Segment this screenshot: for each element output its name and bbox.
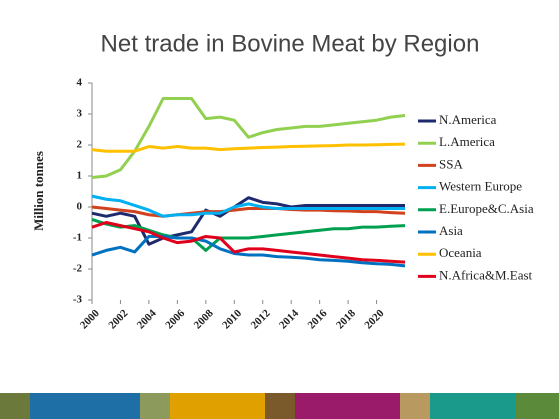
- series-line: [91, 217, 406, 252]
- x-tick-label: 2014: [277, 307, 301, 331]
- footer-block: [265, 393, 295, 419]
- series-line: [91, 196, 405, 246]
- x-tick-label: 2006: [163, 307, 187, 331]
- y-tick-label: 1: [77, 170, 83, 182]
- legend-label: SSA: [439, 156, 463, 171]
- x-tick-label: 2000: [78, 307, 102, 331]
- x-tick-label: 2012: [249, 307, 273, 331]
- chart-title: Net trade in Bovine Meat by Region: [101, 30, 480, 57]
- series-line: [91, 221, 406, 264]
- legend-label: Asia: [439, 223, 463, 238]
- y-tick-label: 4: [77, 77, 83, 89]
- series-line: [91, 234, 406, 268]
- footer-block: [295, 393, 400, 419]
- series-line: [91, 205, 406, 218]
- legend-label: N.Africa&M.East: [439, 267, 533, 282]
- x-tick-label: 2008: [192, 307, 216, 331]
- y-tick-label: 0: [77, 201, 83, 213]
- footer-block: [140, 393, 170, 419]
- legend-label: E.Europe&C.Asia: [439, 201, 534, 216]
- legend-label: L.America: [439, 134, 495, 149]
- footer-block: [430, 393, 515, 419]
- y-tick-label: -2: [73, 263, 83, 275]
- y-tick-label: -1: [73, 232, 82, 244]
- footer-block: [400, 393, 430, 419]
- y-tick-label: 3: [77, 108, 83, 120]
- x-tick-label: 2018: [334, 307, 358, 331]
- y-tick-label: -3: [73, 294, 83, 306]
- series-line: [91, 194, 405, 218]
- x-tick-label: 2016: [306, 307, 330, 331]
- x-tick-label: 2020: [362, 307, 386, 331]
- footer-block: [170, 393, 265, 419]
- x-tick-label: 2002: [106, 307, 130, 331]
- x-tick-label: 2010: [220, 307, 244, 331]
- footer-strip: [0, 393, 559, 419]
- y-tick-label: 2: [77, 139, 83, 151]
- y-axis-label: Million tonnes: [31, 151, 46, 231]
- series-line: [91, 142, 406, 153]
- footer-block: [515, 393, 559, 419]
- legend-label: N.America: [439, 112, 497, 127]
- x-tick-label: 2004: [135, 307, 159, 331]
- legend-label: Oceania: [439, 245, 482, 260]
- footer-block: [30, 393, 140, 419]
- legend-label: Western Europe: [439, 179, 522, 194]
- series-line: [91, 97, 406, 180]
